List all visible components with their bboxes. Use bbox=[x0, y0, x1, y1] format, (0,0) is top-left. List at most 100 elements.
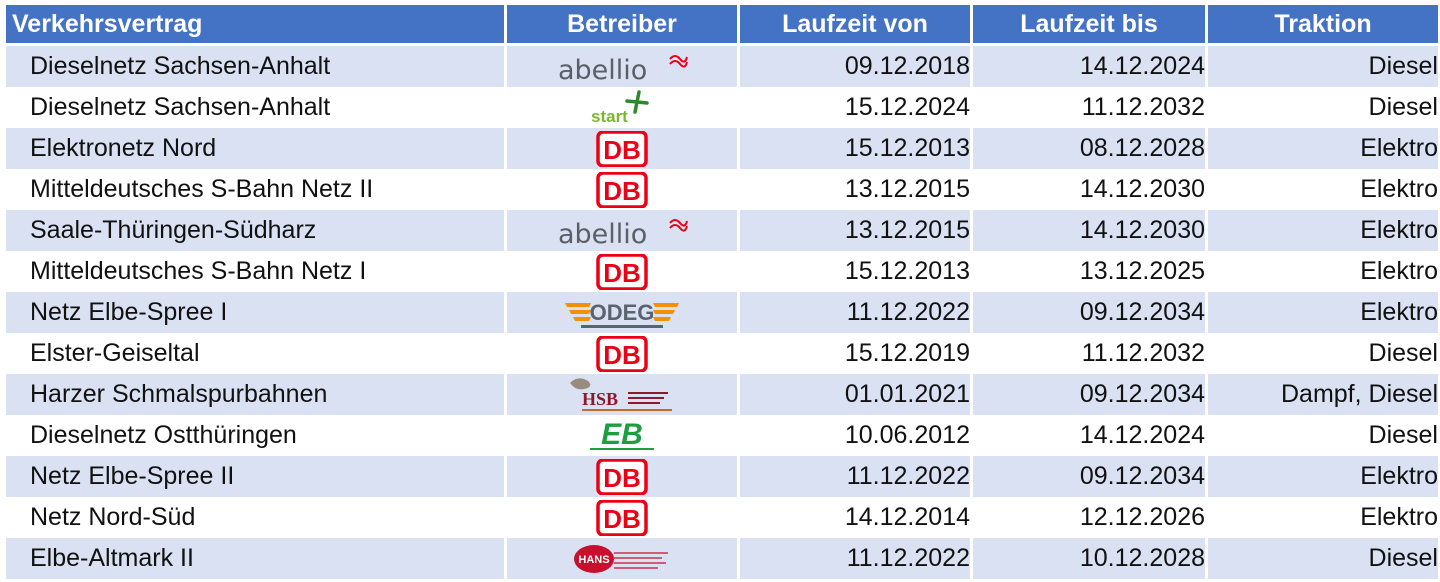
cell-betreiber: start bbox=[507, 87, 737, 128]
contracts-table: Verkehrsvertrag Betreiber Laufzeit von L… bbox=[6, 5, 1438, 579]
cell-laufzeit-von: 01.01.2021 bbox=[740, 374, 970, 415]
header-traktion: Traktion bbox=[1208, 5, 1438, 43]
header-laufzeit-bis: Laufzeit bis bbox=[973, 5, 1205, 43]
cell-laufzeit-von: 15.12.2013 bbox=[740, 251, 970, 292]
header-betreiber: Betreiber bbox=[507, 5, 737, 43]
cell-betreiber: DB bbox=[507, 251, 737, 292]
betreiber-logo: abellio bbox=[556, 213, 688, 249]
cell-laufzeit-bis: 12.12.2026 bbox=[973, 497, 1205, 538]
header-laufzeit-von: Laufzeit von bbox=[740, 5, 970, 43]
cell-laufzeit-bis: 09.12.2034 bbox=[973, 456, 1205, 497]
cell-laufzeit-von: 11.12.2022 bbox=[740, 292, 970, 333]
cell-traktion: Dampf, Diesel bbox=[1208, 374, 1438, 415]
abellio-logo-icon: abellio bbox=[558, 219, 688, 249]
cell-traktion: Elektro bbox=[1208, 292, 1438, 333]
cell-traktion: Elektro bbox=[1208, 251, 1438, 292]
betreiber-logo: DB bbox=[596, 130, 648, 167]
db-logo-icon: DB bbox=[596, 171, 648, 208]
cell-verkehrsvertrag: Dieselnetz Sachsen-Anhalt bbox=[6, 87, 504, 128]
svg-text:HSB: HSB bbox=[582, 389, 618, 409]
cell-laufzeit-bis: 10.12.2028 bbox=[973, 538, 1205, 579]
cell-laufzeit-bis: 13.12.2025 bbox=[973, 251, 1205, 292]
cell-laufzeit-von: 13.12.2015 bbox=[740, 169, 970, 210]
cell-verkehrsvertrag: Dieselnetz Ostthüringen bbox=[6, 415, 504, 456]
svg-text:DB: DB bbox=[603, 135, 641, 165]
hans-logo-icon: HANS bbox=[574, 544, 668, 573]
svg-text:DB: DB bbox=[603, 176, 641, 206]
betreiber-logo: DB bbox=[596, 253, 648, 290]
cell-laufzeit-von: 11.12.2022 bbox=[740, 456, 970, 497]
cell-laufzeit-bis: 09.12.2034 bbox=[973, 292, 1205, 333]
cell-traktion: Elektro bbox=[1208, 497, 1438, 538]
cell-laufzeit-von: 15.12.2019 bbox=[740, 333, 970, 374]
cell-laufzeit-von: 11.12.2022 bbox=[740, 538, 970, 579]
svg-text:DB: DB bbox=[603, 340, 641, 370]
db-logo-icon: DB bbox=[596, 335, 648, 372]
cell-betreiber: abellio bbox=[507, 210, 737, 251]
cell-laufzeit-von: 13.12.2015 bbox=[740, 210, 970, 251]
db-logo-icon: DB bbox=[596, 130, 648, 167]
cell-traktion: Diesel bbox=[1208, 87, 1438, 128]
betreiber-logo: HSB bbox=[562, 377, 682, 413]
cell-verkehrsvertrag: Netz Elbe-Spree II bbox=[6, 456, 504, 497]
cell-betreiber: DB bbox=[507, 497, 737, 538]
cell-betreiber: HSB bbox=[507, 374, 737, 415]
cell-betreiber: abellio bbox=[507, 46, 737, 87]
cell-laufzeit-bis: 14.12.2030 bbox=[973, 210, 1205, 251]
eb-logo-icon: EB bbox=[590, 418, 654, 451]
cell-verkehrsvertrag: Netz Elbe-Spree I bbox=[6, 292, 504, 333]
cell-betreiber: HANS bbox=[507, 538, 737, 579]
hsb-logo-icon: HSB bbox=[570, 377, 672, 411]
cell-betreiber: DB bbox=[507, 169, 737, 210]
cell-betreiber: ODEG bbox=[507, 292, 737, 333]
cell-verkehrsvertrag: Harzer Schmalspurbahnen bbox=[6, 374, 504, 415]
cell-laufzeit-bis: 14.12.2030 bbox=[973, 169, 1205, 210]
cell-laufzeit-von: 09.12.2018 bbox=[740, 46, 970, 87]
svg-text:HANS: HANS bbox=[578, 554, 609, 566]
header-verkehrsvertrag: Verkehrsvertrag bbox=[6, 5, 504, 43]
svg-text:start: start bbox=[591, 107, 628, 126]
cell-traktion: Diesel bbox=[1208, 538, 1438, 579]
cell-traktion: Diesel bbox=[1208, 333, 1438, 374]
betreiber-logo: DB bbox=[596, 458, 648, 495]
cell-verkehrsvertrag: Mitteldeutsches S-Bahn Netz I bbox=[6, 251, 504, 292]
cell-laufzeit-von: 15.12.2024 bbox=[740, 87, 970, 128]
cell-betreiber: EB bbox=[507, 415, 737, 456]
cell-traktion: Elektro bbox=[1208, 169, 1438, 210]
cell-verkehrsvertrag: Netz Nord-Süd bbox=[6, 497, 504, 538]
svg-text:ODEG: ODEG bbox=[590, 300, 655, 325]
cell-betreiber: DB bbox=[507, 128, 737, 169]
cell-verkehrsvertrag: Dieselnetz Sachsen-Anhalt bbox=[6, 46, 504, 87]
cell-verkehrsvertrag: Mitteldeutsches S-Bahn Netz II bbox=[6, 169, 504, 210]
cell-laufzeit-bis: 11.12.2032 bbox=[973, 87, 1205, 128]
betreiber-logo: DB bbox=[596, 171, 648, 208]
cell-verkehrsvertrag: Elektronetz Nord bbox=[6, 128, 504, 169]
cell-traktion: Diesel bbox=[1208, 46, 1438, 87]
cell-laufzeit-bis: 08.12.2028 bbox=[973, 128, 1205, 169]
cell-traktion: Elektro bbox=[1208, 128, 1438, 169]
betreiber-logo: DB bbox=[596, 499, 648, 536]
cell-laufzeit-bis: 09.12.2034 bbox=[973, 374, 1205, 415]
cell-laufzeit-von: 14.12.2014 bbox=[740, 497, 970, 538]
betreiber-logo: abellio bbox=[556, 49, 688, 85]
svg-text:abellio: abellio bbox=[558, 219, 647, 249]
svg-text:EB: EB bbox=[601, 418, 643, 451]
cell-traktion: Elektro bbox=[1208, 456, 1438, 497]
cell-laufzeit-von: 15.12.2013 bbox=[740, 128, 970, 169]
cell-betreiber: DB bbox=[507, 456, 737, 497]
cell-betreiber: DB bbox=[507, 333, 737, 374]
betreiber-logo: ODEG bbox=[563, 295, 681, 331]
db-logo-icon: DB bbox=[596, 458, 648, 495]
cell-laufzeit-von: 10.06.2012 bbox=[740, 415, 970, 456]
odeg-logo-icon: ODEG bbox=[565, 300, 679, 328]
cell-laufzeit-bis: 11.12.2032 bbox=[973, 333, 1205, 374]
abellio-logo-icon: abellio bbox=[558, 55, 688, 85]
svg-text:DB: DB bbox=[603, 463, 641, 493]
betreiber-logo: EB bbox=[580, 418, 664, 454]
betreiber-logo: start bbox=[587, 89, 657, 126]
svg-text:DB: DB bbox=[603, 258, 641, 288]
cell-traktion: Elektro bbox=[1208, 210, 1438, 251]
cell-traktion: Diesel bbox=[1208, 415, 1438, 456]
db-logo-icon: DB bbox=[596, 253, 648, 290]
betreiber-logo: HANS bbox=[570, 541, 674, 577]
